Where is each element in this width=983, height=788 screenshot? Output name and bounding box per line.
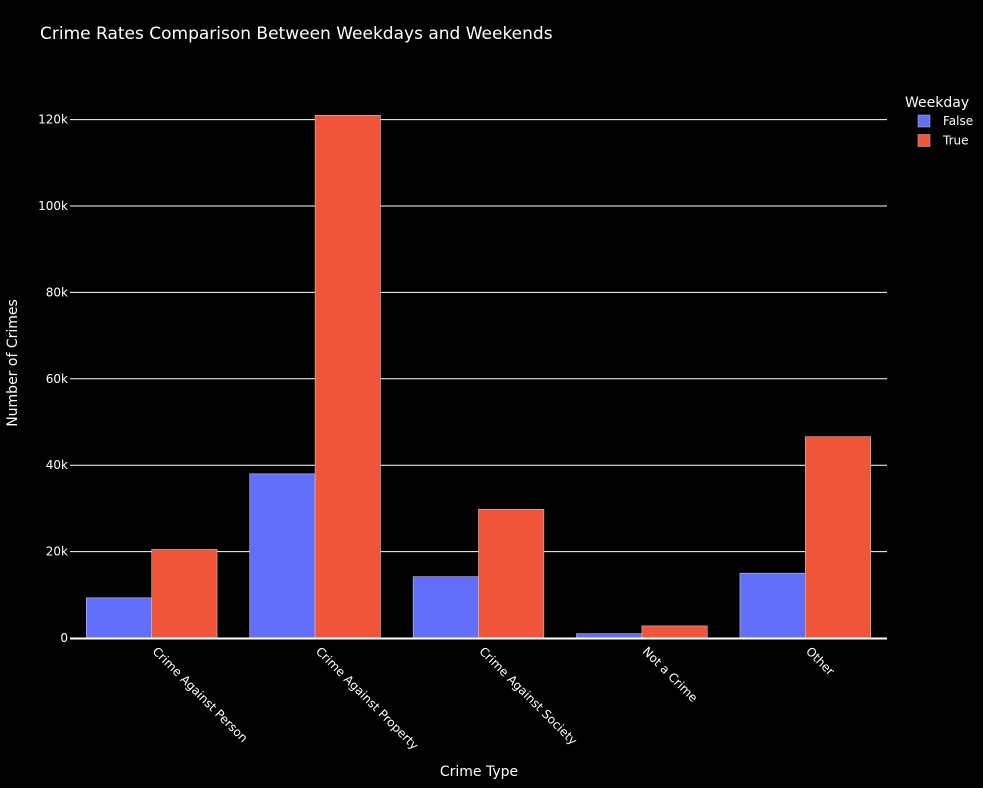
y-tick-label: 80k: [46, 285, 68, 299]
y-tick-label: 40k: [46, 458, 68, 472]
y-tick-label: 20k: [46, 545, 68, 559]
y-tick-label: 60k: [46, 372, 68, 386]
bar-true-1[interactable]: [314, 114, 381, 639]
bar-true-2[interactable]: [478, 508, 545, 639]
x-tick-label: Crime Against Society: [476, 644, 580, 748]
bar-false-2[interactable]: [412, 576, 479, 639]
legend-title: Weekday: [905, 95, 969, 111]
y-tick-label: 120k: [38, 113, 68, 127]
legend-label-false[interactable]: False: [943, 114, 973, 128]
x-tick-label: Crime Against Person: [150, 644, 251, 745]
y-tick-label: 100k: [38, 199, 68, 213]
bars: [86, 114, 871, 639]
legend: Weekday False True: [905, 95, 973, 148]
bar-false-4[interactable]: [739, 572, 806, 639]
x-axis-title: Crime Type: [440, 764, 518, 780]
x-tick-labels: Crime Against Person Crime Against Proper…: [150, 644, 838, 752]
y-axis-title: Number of Crimes: [5, 299, 21, 427]
bar-true-3[interactable]: [641, 625, 708, 639]
bar-true-4[interactable]: [804, 436, 871, 639]
chart-title: Crime Rates Comparison Between Weekdays …: [40, 24, 553, 44]
legend-swatch-true[interactable]: [917, 134, 931, 147]
x-tick-label: Crime Against Property: [313, 644, 421, 752]
legend-items: False True: [917, 114, 973, 148]
legend-swatch-false[interactable]: [917, 114, 931, 128]
gridlines: [70, 119, 887, 553]
x-tick-label: Not a Crime: [640, 644, 701, 705]
y-tick-labels: 0 20k 40k 60k 80k 100k 120k: [38, 113, 68, 645]
bar-false-1[interactable]: [249, 473, 316, 639]
bar-false-0[interactable]: [86, 597, 152, 639]
bar-false-3[interactable]: [576, 633, 643, 639]
bar-true-0[interactable]: [151, 549, 218, 639]
x-tick-label: Other: [803, 644, 837, 678]
y-tick-label: 0: [60, 631, 68, 645]
legend-label-true[interactable]: True: [942, 134, 969, 148]
